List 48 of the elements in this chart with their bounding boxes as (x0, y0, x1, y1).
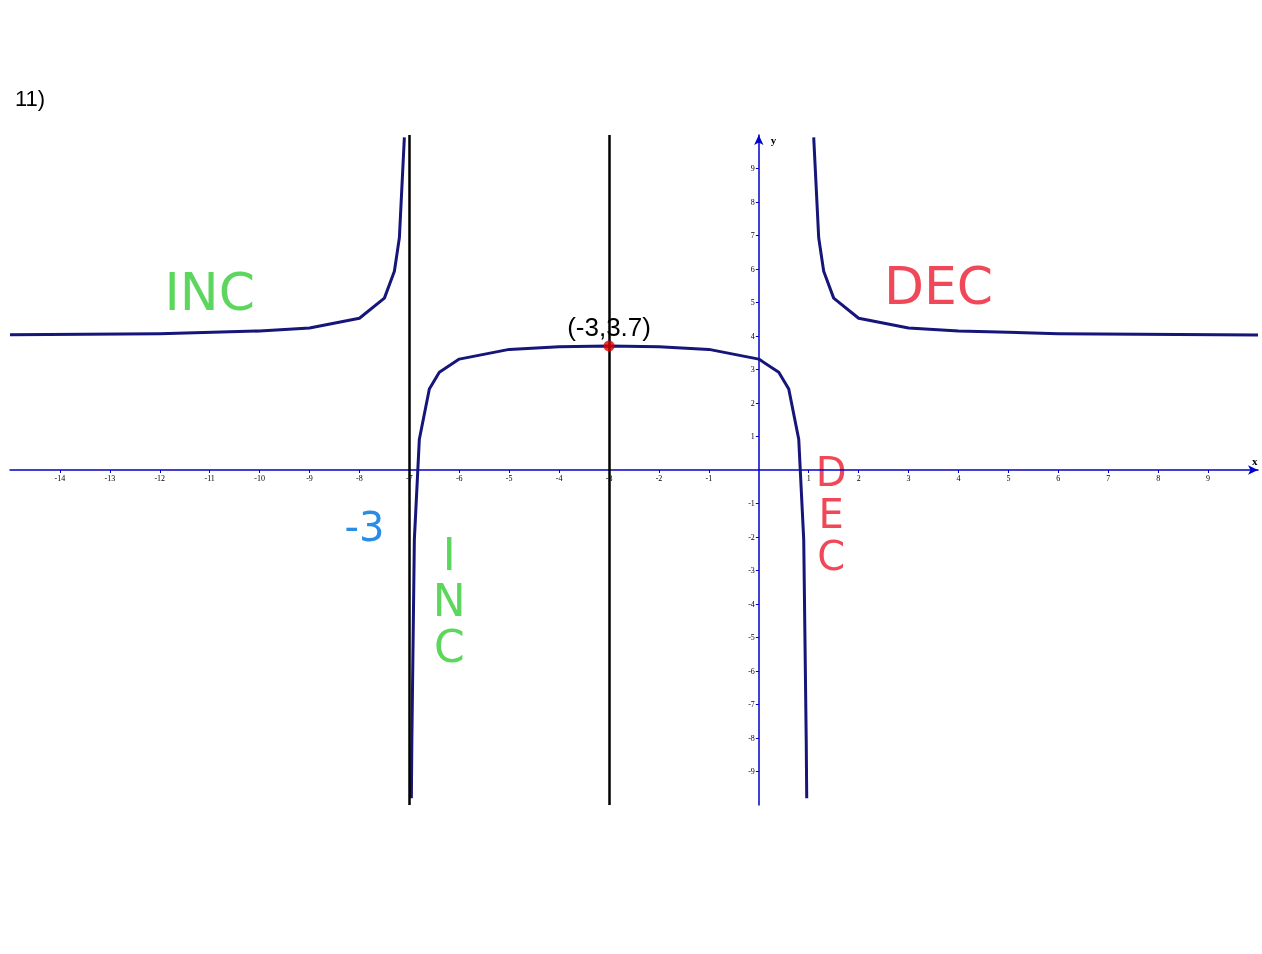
x-tick-label: -2 (655, 473, 663, 483)
x-tick-label: -13 (104, 473, 116, 483)
y-tick-label: -4 (748, 599, 755, 609)
annotation: DEC (883, 255, 994, 316)
y-tick-label: -1 (748, 499, 755, 508)
x-tick-label: 2 (856, 473, 861, 483)
x-tick-label: 9 (1206, 473, 1211, 483)
annotation: INC (432, 528, 466, 673)
x-tick-label: 7 (1106, 473, 1111, 483)
y-tick-label: 6 (750, 264, 755, 274)
y-tick-label: -3 (748, 566, 755, 575)
x-tick-label: -14 (54, 473, 66, 483)
y-tick-label: 1 (750, 432, 755, 441)
x-tick-label: 5 (1006, 473, 1011, 483)
y-tick-label: 9 (750, 164, 755, 173)
x-tick-label: -5 (505, 473, 513, 483)
x-tick-label: 6 (1056, 473, 1061, 483)
x-tick-label: -4 (555, 473, 563, 483)
x-tick-label: -10 (254, 473, 265, 483)
y-tick-label: 7 (750, 231, 755, 240)
x-tick-label: -12 (154, 473, 166, 483)
y-tick-label: 2 (750, 398, 755, 408)
x-tick-label: -9 (306, 473, 313, 483)
chart-title: 11) (15, 85, 46, 111)
x-tick-label: -6 (455, 473, 463, 483)
y-tick-label: -9 (748, 767, 755, 776)
x-tick-label: 8 (1156, 473, 1161, 483)
x-tick-label: -11 (204, 473, 215, 483)
y-tick-label: 4 (750, 331, 755, 341)
x-tick-label: 4 (956, 473, 961, 483)
annotation: INC (164, 262, 255, 323)
y-tick-label: 8 (750, 197, 755, 207)
x-axis-title: x (1252, 454, 1258, 467)
y-tick-label: -2 (748, 532, 755, 542)
y-tick-label: 5 (750, 298, 755, 307)
line-series (8, 135, 406, 337)
line-series (812, 135, 1260, 337)
x-tick-label: -8 (356, 473, 363, 483)
y-axis-title: y (770, 133, 777, 146)
y-tick-label: -6 (748, 666, 755, 676)
x-tick-label: -1 (705, 473, 713, 483)
y-tick-label: 3 (750, 365, 755, 374)
annotation: -3 (344, 503, 385, 550)
x-tick-label: 3 (906, 473, 911, 483)
y-tick-label: -5 (748, 633, 755, 642)
y-tick-label: -7 (748, 700, 755, 709)
x-tick-label: 1 (806, 473, 811, 483)
y-tick-label: -8 (748, 733, 755, 743)
